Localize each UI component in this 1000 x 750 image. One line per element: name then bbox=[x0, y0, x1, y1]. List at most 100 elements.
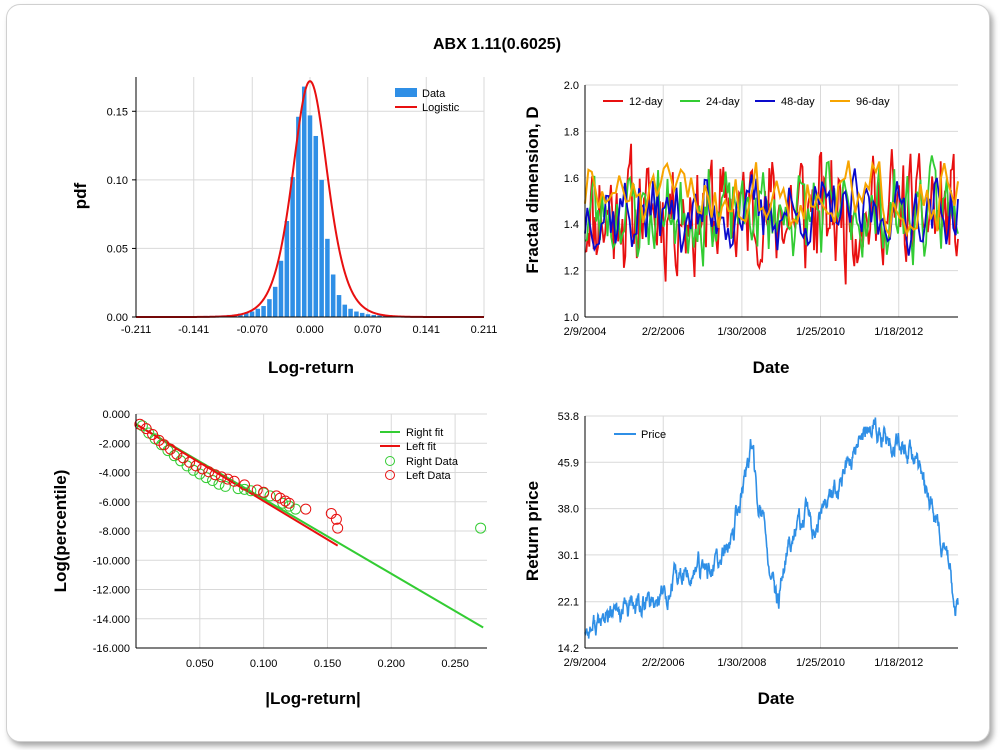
pdf-bar bbox=[313, 135, 319, 317]
pdf-xtick-label: 0.211 bbox=[471, 324, 498, 336]
fractal-series-96-day bbox=[584, 160, 959, 239]
fractal-ytick-label: 1.6 bbox=[564, 173, 579, 185]
left-data-point bbox=[274, 492, 286, 504]
tails-ytick-label: -8.000 bbox=[99, 526, 130, 538]
legend-label-12-day: 12-day bbox=[629, 96, 663, 108]
price-ytick-label: 22.1 bbox=[558, 597, 579, 609]
pdf-bar bbox=[290, 177, 295, 317]
left-data-point bbox=[270, 490, 282, 502]
tails-ytick-label: -14.000 bbox=[93, 614, 130, 626]
left-data-point bbox=[330, 513, 342, 525]
legend-label-right-data: Right Data bbox=[406, 456, 459, 468]
price-xtick-label: 1/25/2010 bbox=[796, 657, 845, 669]
legend-swatch-left-data bbox=[385, 470, 395, 480]
legend-label-right-fit: Right fit bbox=[406, 427, 443, 439]
legend-label-left-data: Left Data bbox=[406, 470, 452, 482]
price-xtick-label: 2/2/2006 bbox=[642, 657, 685, 669]
left-data-point bbox=[203, 466, 215, 478]
pdf-xtick-label: -0.141 bbox=[178, 324, 209, 336]
legend-label-logistic: Logistic bbox=[422, 102, 460, 114]
left-data-point bbox=[147, 428, 159, 440]
pdf-bar bbox=[261, 306, 266, 317]
legend-label-price: Price bbox=[641, 429, 666, 441]
pdf-bars bbox=[174, 86, 417, 318]
pdf-bar bbox=[377, 315, 382, 317]
pdf-axes: -0.211 -0.141 -0.070 0.000 0.070 0.141 0.211 0.… bbox=[107, 77, 498, 336]
pdf-bar bbox=[301, 86, 307, 317]
right-data-point bbox=[245, 485, 257, 497]
left-data-point bbox=[258, 486, 270, 498]
pdf-ylabel: pdf bbox=[71, 182, 90, 209]
tails-points bbox=[134, 418, 487, 534]
right-data-point bbox=[264, 490, 276, 502]
fractal-ytick-label: 1.2 bbox=[564, 266, 579, 278]
pdf-bar bbox=[284, 221, 290, 317]
pdf-bar bbox=[348, 308, 353, 317]
price-ytick-label: 14.2 bbox=[558, 643, 579, 655]
price-xlabel: Date bbox=[758, 689, 795, 708]
right-data-point bbox=[232, 483, 244, 495]
tails-fits bbox=[135, 423, 484, 629]
fractal-ytick-label: 1.0 bbox=[564, 312, 579, 324]
fractal-xtick-label: 1/30/2008 bbox=[717, 326, 766, 338]
pdf-bar bbox=[249, 311, 255, 317]
left-data-point bbox=[196, 463, 208, 475]
price-legend: Price bbox=[614, 429, 666, 441]
tails-xtick-label: 0.200 bbox=[378, 658, 406, 670]
left-data-point bbox=[184, 456, 196, 468]
right-data-point bbox=[219, 480, 231, 492]
left-data-point bbox=[228, 475, 240, 487]
left-data-point bbox=[140, 423, 152, 435]
fractal-xtick-label: 1/18/2012 bbox=[874, 326, 923, 338]
left-data-point bbox=[238, 479, 250, 491]
tails-xtick-label: 0.100 bbox=[250, 658, 278, 670]
pdf-bar bbox=[319, 179, 324, 317]
pdf-ytick-label: 0.10 bbox=[107, 175, 128, 187]
tails-ytick-label: 0.000 bbox=[102, 409, 130, 421]
fractal-ytick-label: 2.0 bbox=[564, 80, 579, 92]
tails-xlabel: |Log-return| bbox=[265, 689, 360, 708]
left-data-point bbox=[190, 460, 202, 472]
pdf-bar bbox=[272, 286, 278, 317]
tails-ytick-label: -10.000 bbox=[93, 555, 130, 567]
fractal-ytick-label: 1.8 bbox=[564, 126, 579, 138]
pdf-bar bbox=[255, 308, 261, 317]
pdf-bar bbox=[296, 116, 301, 318]
price-ylabel: Return price bbox=[523, 481, 542, 581]
price-axes: 2/9/2004 2/2/2006 1/30/2008 1/25/2010 1/18/2… bbox=[558, 411, 958, 669]
pdf-bar bbox=[307, 115, 313, 318]
pdf-xtick-label: -0.211 bbox=[121, 324, 151, 336]
tails-ytick-label: -12.000 bbox=[93, 585, 130, 597]
legend-swatch-data bbox=[395, 88, 417, 97]
right-data-point bbox=[238, 483, 250, 495]
fractal-ylabel: Fractal dimension, D bbox=[523, 106, 542, 273]
left-data-point bbox=[216, 471, 228, 483]
right-data-point bbox=[213, 478, 225, 490]
left-data-point bbox=[332, 522, 344, 534]
legend-swatch-right-data bbox=[385, 456, 395, 466]
right-data-point bbox=[277, 497, 289, 509]
legend-label-96-day: 96-day bbox=[856, 96, 890, 108]
fractal-xtick-label: 1/25/2010 bbox=[796, 326, 845, 338]
price-xtick-label: 1/30/2008 bbox=[717, 657, 766, 669]
right-data-point bbox=[475, 522, 487, 534]
right-data-point bbox=[136, 420, 148, 432]
pdf-bar bbox=[336, 295, 342, 317]
tails-ytick-label: -16.000 bbox=[93, 643, 130, 655]
pdf-bar bbox=[325, 238, 330, 317]
pdf-bar bbox=[359, 312, 365, 317]
pdf-xtick-label: 0.070 bbox=[354, 324, 382, 336]
pdf-ytick-label: 0.15 bbox=[107, 106, 128, 118]
figure-title: ABX 1.11(0.6025) bbox=[433, 36, 561, 53]
tails-axes: 0.050 0.100 0.150 0.200 0.250 0.000 -2.000 -4.0… bbox=[93, 409, 487, 670]
price-panel: 2/9/2004 2/2/2006 1/30/2008 1/25/2010 1/18/2… bbox=[523, 411, 959, 708]
fractal-ytick-label: 1.4 bbox=[564, 219, 579, 231]
tails-panel: 0.050 0.100 0.150 0.200 0.250 0.000 -2.000 -4.0… bbox=[51, 409, 487, 708]
price-xtick-label: 1/18/2012 bbox=[874, 657, 923, 669]
tails-ylabel: Log(percentile) bbox=[51, 470, 70, 593]
legend-label-left-fit: Left fit bbox=[406, 441, 436, 453]
legend-label-24-day: 24-day bbox=[706, 96, 740, 108]
fractal-lines bbox=[584, 143, 959, 285]
pdf-bar bbox=[278, 260, 284, 317]
